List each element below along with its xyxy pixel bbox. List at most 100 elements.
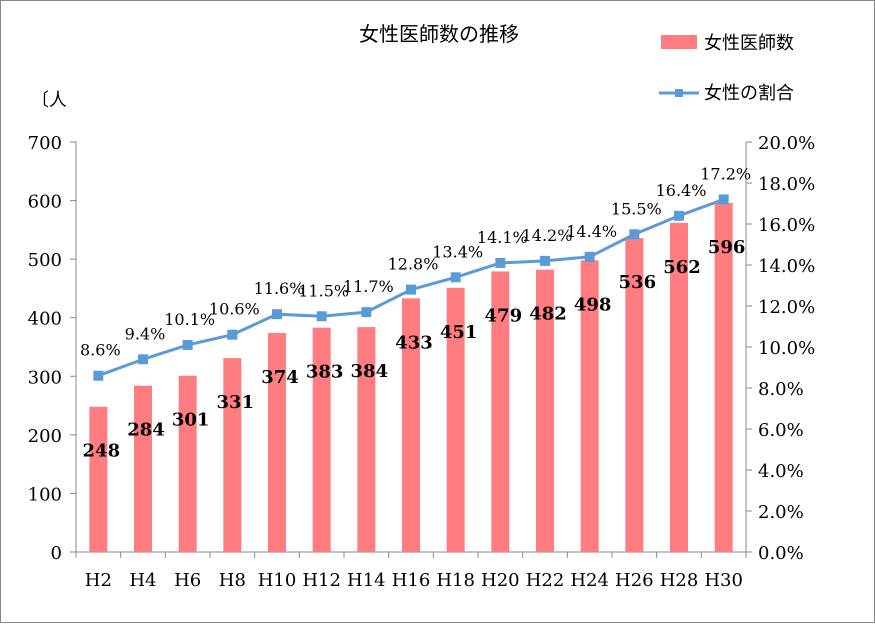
legend-bar-label: 女性医師数: [704, 33, 794, 54]
bar: [178, 375, 197, 552]
y2-tick-label: 10.0%: [758, 338, 815, 359]
x-tick-label: H2: [85, 570, 112, 591]
bar: [580, 260, 599, 552]
x-tick-label: H24: [570, 570, 609, 591]
bar-data-label: 596: [708, 237, 746, 258]
line-data-label: 11.5%: [298, 281, 349, 300]
bar: [89, 406, 108, 552]
y2-tick-label: 20.0%: [758, 133, 815, 154]
line-data-label: 11.6%: [254, 279, 305, 298]
bar-data-label: 284: [127, 420, 165, 441]
legend-line-marker: [675, 89, 683, 97]
legend-bar-swatch: [661, 35, 697, 49]
x-tick-label: H12: [302, 570, 341, 591]
bar-data-label: 248: [83, 441, 121, 462]
y2-tick-label: 4.0%: [758, 461, 804, 482]
bar-data-label: 383: [306, 362, 344, 383]
y-tick-label: 300: [28, 367, 62, 388]
bar: [625, 238, 644, 553]
bar-data-label: 498: [574, 294, 612, 315]
y-tick-label: 400: [28, 309, 62, 330]
line-point: [182, 339, 193, 350]
x-tick-label: H22: [526, 570, 565, 591]
y-tick-label: 500: [28, 250, 62, 271]
chart-title: 女性医師数の推移: [359, 22, 519, 46]
legend-line-label: 女性の割合: [704, 83, 794, 104]
y2-tick-label: 0.0%: [758, 543, 804, 564]
line-data-label: 16.4%: [656, 181, 707, 200]
line-point: [406, 284, 416, 295]
line-point: [272, 309, 282, 320]
x-tick-label: H10: [258, 570, 297, 591]
x-tick-label: H28: [660, 570, 699, 591]
bar: [491, 271, 510, 552]
line-point: [495, 257, 506, 268]
y2-tick-label: 16.0%: [758, 215, 815, 236]
line-data-label: 17.2%: [700, 164, 751, 183]
bar: [714, 202, 733, 552]
bar: [312, 327, 331, 552]
x-tick-label: H16: [392, 570, 431, 591]
y2-tick-label: 18.0%: [758, 174, 815, 195]
line-point: [450, 272, 461, 283]
bar-data-label: 433: [395, 332, 433, 353]
y2-tick-label: 8.0%: [758, 379, 804, 400]
bar: [134, 385, 152, 552]
x-tick-label: H14: [347, 570, 386, 591]
line-point: [138, 354, 148, 365]
line-point: [316, 311, 327, 322]
line-point: [540, 255, 550, 266]
bar: [402, 298, 420, 552]
line-data-label: 14.1%: [477, 228, 528, 247]
bar-data-label: 331: [217, 392, 255, 413]
y2-tick-label: 12.0%: [758, 297, 815, 318]
line-data-label: 10.1%: [164, 310, 215, 329]
bar-data-label: 536: [619, 272, 657, 293]
y2-tick-label: 2.0%: [758, 502, 804, 523]
line-data-label: 14.2%: [522, 226, 573, 245]
y-tick-label: 700: [28, 133, 62, 154]
line-data-label: 8.6%: [80, 341, 121, 360]
bar-data-label: 451: [440, 322, 478, 343]
y-tick-label: 600: [28, 192, 62, 213]
y2-tick-label: 6.0%: [758, 420, 804, 441]
y2-tick-label: 14.0%: [758, 256, 815, 277]
bar: [446, 287, 465, 552]
line-point: [674, 210, 684, 221]
line-data-label: 12.8%: [388, 255, 439, 274]
bar-data-label: 562: [663, 257, 701, 278]
line-data-label: 10.6%: [209, 300, 260, 319]
line-data-label: 14.4%: [566, 222, 617, 241]
x-tick-label: H26: [615, 570, 654, 591]
y-tick-label: 100: [28, 484, 62, 505]
line-point: [718, 194, 729, 205]
bar: [268, 332, 286, 552]
bar-data-label: 374: [261, 367, 299, 388]
bar: [536, 269, 554, 552]
line-data-label: 13.4%: [432, 242, 483, 261]
x-tick-label: H4: [129, 570, 156, 591]
bar: [357, 327, 376, 552]
x-tick-label: H8: [219, 570, 246, 591]
y-tick-label: 0: [51, 543, 62, 564]
line-point: [361, 307, 372, 318]
x-tick-label: H18: [436, 570, 475, 591]
line-point: [584, 251, 595, 262]
bar: [670, 222, 688, 553]
y-axis-label: 〔人: [31, 90, 67, 111]
bar-data-label: 384: [351, 361, 389, 382]
line-point: [629, 229, 640, 240]
line-point: [93, 370, 104, 381]
x-tick-label: H20: [481, 570, 520, 591]
bar-data-label: 301: [172, 410, 210, 431]
line-point: [227, 329, 238, 340]
y-tick-label: 200: [28, 426, 62, 447]
bar-data-label: 482: [529, 304, 567, 325]
bar-data-label: 479: [485, 305, 523, 326]
x-tick-label: H30: [704, 570, 743, 591]
line-data-label: 11.7%: [343, 277, 394, 296]
x-tick-label: H6: [174, 570, 201, 591]
bar: [223, 358, 242, 552]
